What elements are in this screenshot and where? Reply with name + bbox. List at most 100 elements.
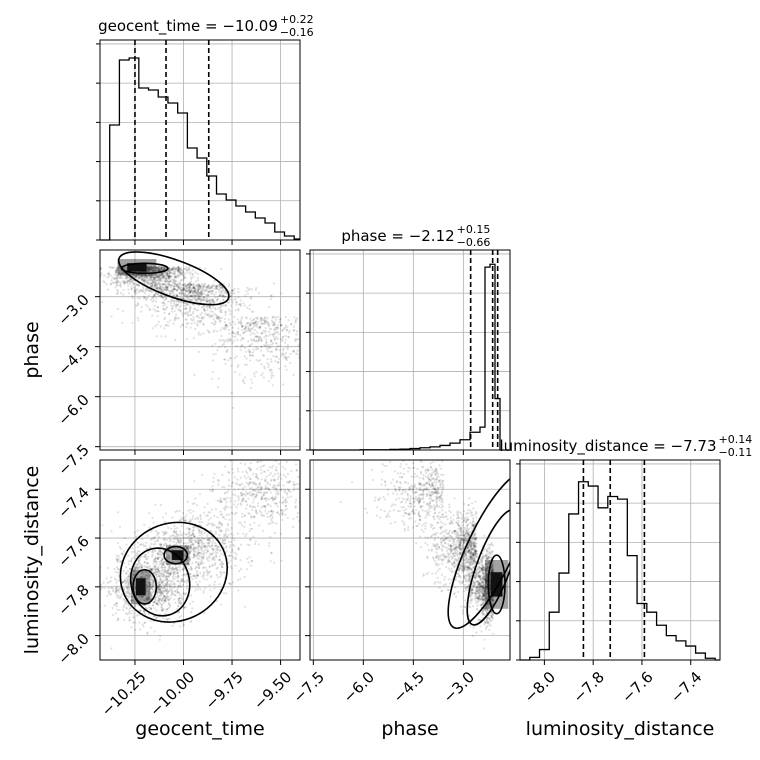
sample-point [181,284,184,287]
sample-point [188,527,191,530]
sample-point [270,514,273,517]
sample-point [184,519,187,522]
sample-point [458,541,461,544]
sample-point [264,496,267,500]
sample-point [264,479,267,482]
sample-point [259,491,262,494]
sample-point [171,267,174,270]
sample-point [115,282,118,285]
sample-point [186,545,190,548]
sample-point [179,272,182,275]
sample-point [196,276,199,280]
sample-point [242,337,245,340]
sample-point [115,272,119,275]
sample-point [484,581,488,584]
sample-point [281,512,284,515]
sample-point [231,512,234,515]
sample-point [188,286,191,289]
sample-point [225,291,228,294]
sample-point [237,290,240,294]
sample-point [133,569,136,573]
sample-point [182,296,185,299]
sample-point [253,339,256,342]
sample-point [275,347,278,350]
sample-point [249,386,252,390]
sample-point [133,288,136,291]
sample-point [189,545,193,549]
sample-point [146,275,149,279]
sample-point [276,472,280,475]
sample-point [193,546,196,550]
axes-frame [99,459,301,661]
sample-point [208,544,211,548]
sample-point [239,568,243,571]
sample-point [183,267,186,270]
sample-point [170,586,174,589]
sample-point [157,597,160,600]
sample-point [173,598,176,601]
sample-point [161,589,164,593]
sample-point [247,329,250,332]
sample-point [202,296,205,299]
sample-point [144,606,147,609]
sample-point [211,524,214,527]
sample-point [237,570,241,573]
sample-point [158,548,161,551]
sample-point [289,361,292,365]
sample-point [177,540,180,543]
sample-point [112,613,115,617]
sample-point [240,494,243,497]
sample-point [213,293,216,296]
sample-point [216,296,219,299]
sample-point [166,596,169,599]
sample-point [200,547,203,550]
sample-point [118,594,121,598]
sample-point [162,283,165,286]
sample-point [239,299,243,302]
sample-point [194,298,197,301]
sample-point [219,329,222,332]
sample-point [239,476,242,479]
sample-point [162,608,165,611]
sample-point [263,319,266,322]
sample-point [250,338,253,341]
sample-point [274,497,277,500]
sample-point [189,572,192,575]
sample-point [139,297,142,300]
sample-point [160,559,163,563]
sample-point [129,612,132,615]
sample-point [285,460,288,463]
sample-point [198,493,202,496]
sample-point [170,275,173,278]
sample-point [146,587,149,590]
sample-point [137,562,140,565]
sample-point [132,612,135,615]
sample-point [251,322,254,325]
sample-point [193,321,196,324]
sample-point [175,541,178,544]
sample-point [160,266,163,269]
sample-point [186,284,189,287]
sample-point [284,355,287,358]
sample-point [181,568,185,571]
sample-point [119,273,122,276]
sample-point [149,267,153,270]
sample-point [170,302,173,305]
sample-point [220,286,223,289]
sample-point [150,291,153,294]
sample-point [159,265,162,268]
sample-point [229,506,232,509]
sample-point [169,572,172,575]
sample-point [170,548,173,551]
sample-point [186,284,189,288]
sample-point [159,594,162,597]
sample-point [254,316,258,319]
sample-point [260,497,263,500]
sample-point [135,563,139,567]
sample-point [169,572,172,576]
sample-point [281,509,284,512]
sample-point [164,597,167,600]
sample-point [190,295,193,298]
sample-point [224,530,227,533]
sample-point [134,572,137,575]
